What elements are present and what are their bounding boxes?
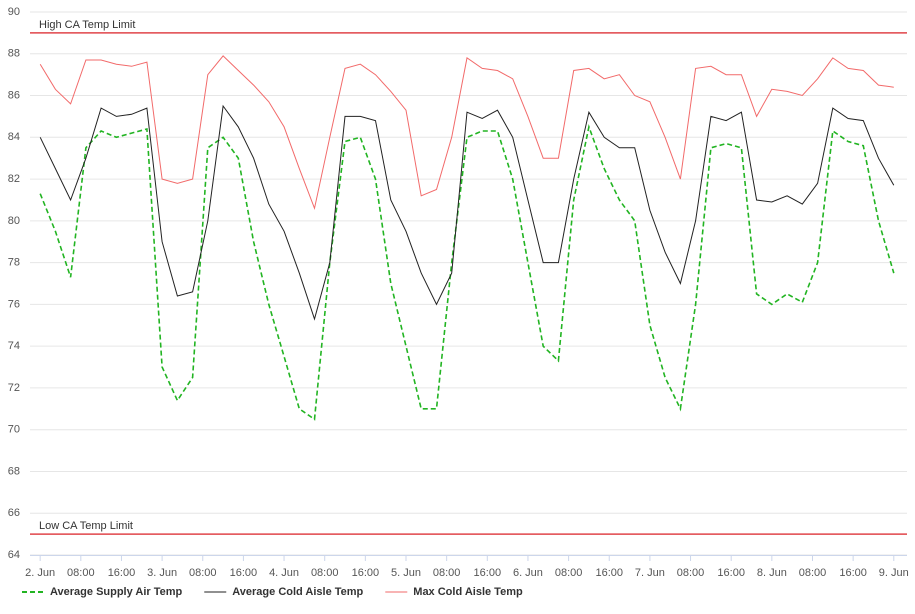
x-tick-label: 16:00 xyxy=(839,567,867,579)
legend-label: Average Supply Air Temp xyxy=(50,586,183,598)
x-tick-label: 3. Jun xyxy=(147,567,177,579)
x-tick-label: 16:00 xyxy=(230,567,258,579)
y-tick-label: 88 xyxy=(8,48,20,60)
x-tick-label: 08:00 xyxy=(677,567,705,579)
x-tick-label: 7. Jun xyxy=(635,567,665,579)
x-tick-label: 08:00 xyxy=(311,567,339,579)
legend-label: Max Cold Aisle Temp xyxy=(413,586,523,598)
y-tick-label: 72 xyxy=(8,382,20,394)
y-tick-label: 70 xyxy=(8,424,20,436)
y-tick-label: 78 xyxy=(8,257,20,269)
x-tick-label: 2. Jun xyxy=(25,567,55,579)
y-tick-label: 74 xyxy=(8,340,20,352)
x-tick-label: 08:00 xyxy=(189,567,217,579)
x-tick-label: 16:00 xyxy=(595,567,623,579)
legend-label: Average Cold Aisle Temp xyxy=(232,586,363,598)
y-tick-label: 84 xyxy=(8,131,20,143)
y-tick-label: 66 xyxy=(8,507,20,519)
plot-line-label: High CA Temp Limit xyxy=(39,19,135,31)
series-line xyxy=(39,104,895,321)
y-tick-label: 82 xyxy=(8,173,20,185)
y-tick-label: 90 xyxy=(8,6,20,18)
y-tick-label: 76 xyxy=(8,298,20,310)
series-line xyxy=(39,55,894,211)
plot-line-label: Low CA Temp Limit xyxy=(39,520,133,532)
x-tick-label: 9. Jun xyxy=(879,567,909,579)
y-tick-label: 80 xyxy=(8,215,20,227)
x-tick-label: 4. Jun xyxy=(269,567,299,579)
x-tick-label: 6. Jun xyxy=(513,567,543,579)
x-tick-label: 16:00 xyxy=(108,567,136,579)
x-tick-label: 8. Jun xyxy=(757,567,787,579)
x-tick-label: 5. Jun xyxy=(391,567,421,579)
y-tick-label: 68 xyxy=(8,465,20,477)
x-tick-label: 08:00 xyxy=(799,567,827,579)
x-tick-label: 08:00 xyxy=(67,567,95,579)
x-tick-label: 16:00 xyxy=(717,567,745,579)
x-tick-label: 08:00 xyxy=(555,567,583,579)
series-line xyxy=(39,123,895,421)
x-tick-label: 16:00 xyxy=(474,567,502,579)
x-tick-label: 08:00 xyxy=(433,567,461,579)
y-tick-label: 64 xyxy=(8,549,20,561)
x-tick-label: 16:00 xyxy=(352,567,380,579)
y-tick-label: 86 xyxy=(8,89,20,101)
